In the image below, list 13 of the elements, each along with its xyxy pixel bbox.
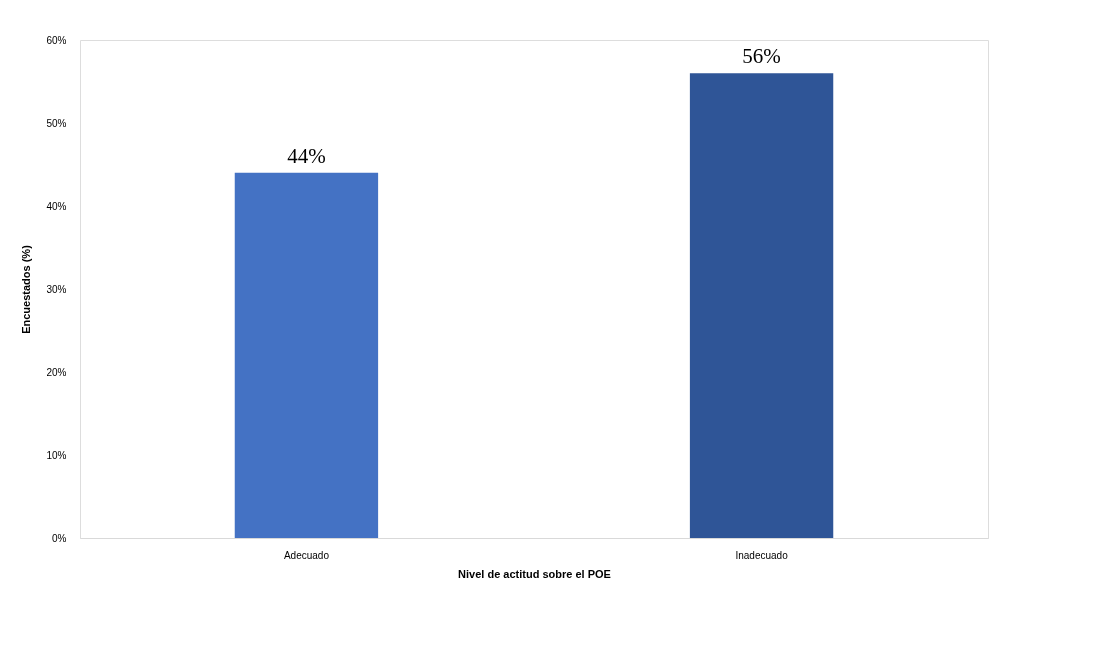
y-tick-label: 50% — [46, 117, 67, 129]
y-tick-label: 60% — [46, 34, 67, 46]
x-axis-title: Nivel de actitud sobre el POE — [458, 567, 611, 580]
y-axis-title: Encuestados (%) — [20, 244, 33, 334]
data-label: 44% — [287, 143, 326, 168]
y-tick-label: 20% — [46, 366, 67, 378]
x-tick-label: Adecuado — [283, 549, 330, 561]
data-label: 56% — [742, 44, 781, 69]
y-tick-label: 40% — [46, 200, 67, 212]
x-tick-label: Inadecuado — [735, 549, 789, 561]
y-tick-label: 0% — [52, 532, 67, 544]
y-tick-label: 30% — [46, 283, 67, 295]
y-tick-label: 10% — [46, 449, 67, 461]
